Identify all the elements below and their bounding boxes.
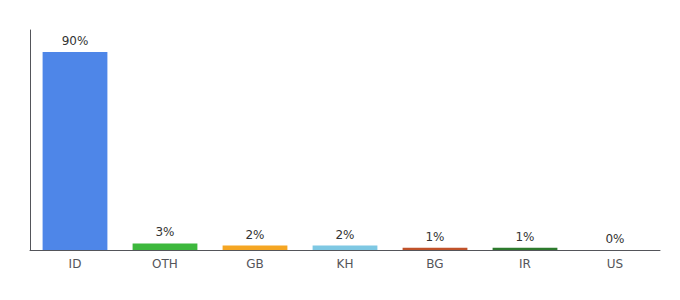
svg-text:1%: 1% [515,230,534,244]
svg-text:US: US [607,257,623,271]
svg-text:IR: IR [519,257,531,271]
svg-text:2%: 2% [245,228,264,242]
svg-text:3%: 3% [155,225,174,239]
svg-text:GB: GB [246,257,264,271]
svg-text:1%: 1% [425,230,444,244]
svg-text:2%: 2% [335,228,354,242]
svg-text:OTH: OTH [152,257,178,271]
svg-text:BG: BG [426,257,443,271]
svg-text:KH: KH [337,257,354,271]
svg-text:90%: 90% [62,34,89,48]
svg-text:0%: 0% [605,232,624,246]
svg-text:ID: ID [69,257,82,271]
